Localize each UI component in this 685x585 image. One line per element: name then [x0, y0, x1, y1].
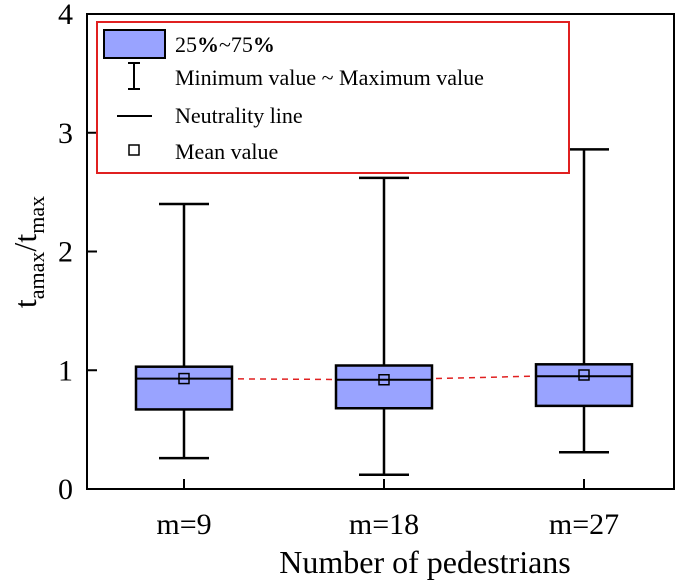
- legend-quartile-start: 25: [175, 32, 197, 57]
- iqr-box: [334, 364, 434, 410]
- y-axis-title-sep: /t: [7, 234, 43, 252]
- y-tick-label-3: 3: [58, 117, 73, 150]
- legend-frame: [96, 21, 570, 174]
- legend-label-neutrality: Neutrality line: [175, 103, 303, 128]
- x-axis-ticks: m=9 m=18 m=27: [156, 479, 619, 541]
- x-tick-label-1: m=18: [349, 508, 419, 541]
- legend-quartile-pct1: %: [197, 32, 219, 57]
- x-tick-label-0: m=9: [156, 508, 211, 541]
- legend-label-whisker: Minimum value ~ Maximum value: [175, 65, 484, 90]
- box-0: [134, 202, 234, 460]
- legend-label-quartile: 25%~75%: [175, 32, 275, 57]
- y-axis-title-sub-num: amax: [24, 252, 49, 300]
- iqr-box: [534, 363, 634, 408]
- y-axis-ticks: 0 1 2 3 4: [58, 0, 97, 506]
- y-tick-label-2: 2: [58, 236, 73, 269]
- y-axis-title: tamax/tmax: [7, 196, 49, 308]
- box-1: [334, 176, 434, 476]
- mean-marker: [578, 369, 590, 381]
- y-tick-label-4: 4: [58, 0, 73, 31]
- legend-mean-symbol: [128, 144, 140, 156]
- y-tick-label-0: 0: [58, 473, 73, 506]
- x-tick-label-2: m=27: [549, 508, 619, 541]
- y-tick-label-1: 1: [58, 354, 73, 387]
- y-axis-title-main: t: [7, 299, 43, 308]
- legend-quartile-end: ~75: [219, 32, 253, 57]
- box-2: [534, 148, 634, 454]
- legend-quartile-pct2: %: [253, 32, 275, 57]
- legend: 25%~75% Minimum value ~ Maximum value Ne…: [96, 21, 570, 174]
- legend-whisker-symbol: [128, 62, 140, 90]
- legend-label-mean: Mean value: [175, 139, 278, 164]
- mean-marker: [378, 374, 390, 386]
- box-series: [134, 148, 634, 476]
- legend-box-swatch: [103, 29, 166, 59]
- mean-marker: [178, 372, 190, 385]
- x-axis-title: Number of pedestrians: [279, 544, 570, 580]
- y-axis-title-sub-den: max: [24, 196, 49, 234]
